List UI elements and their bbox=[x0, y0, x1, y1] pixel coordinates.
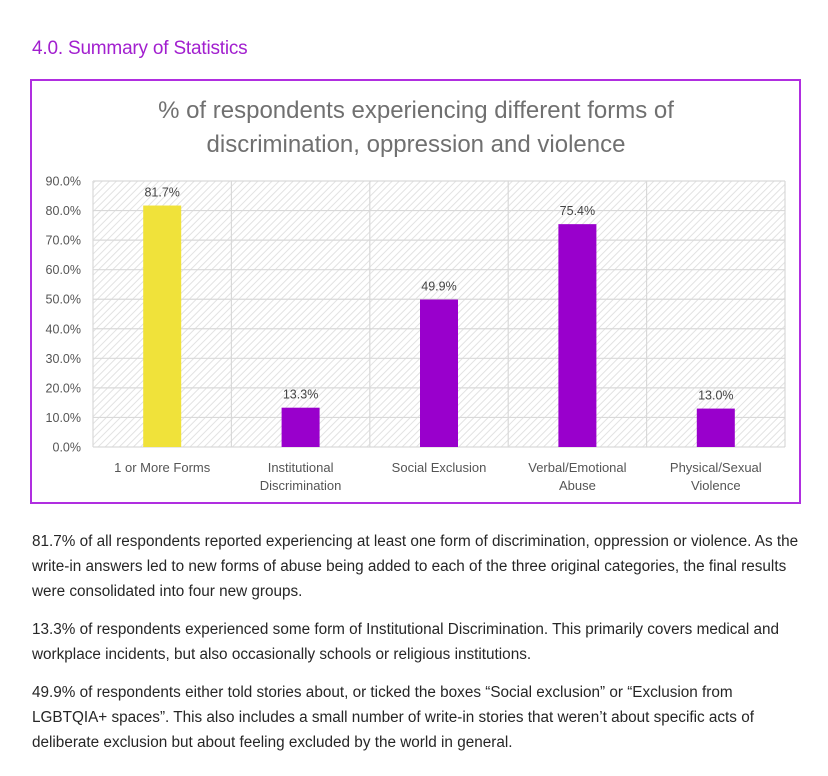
x-category-label-1-line-1: Institutional bbox=[268, 460, 334, 475]
x-category-label-2: Social Exclusion bbox=[392, 460, 487, 475]
chart-title-line-2: discrimination, oppression and violence bbox=[207, 131, 626, 158]
x-category-label-1-line-2: Discrimination bbox=[260, 478, 342, 493]
bar-1 bbox=[281, 407, 320, 447]
bar-4 bbox=[696, 408, 735, 447]
x-category-label-3-line-1: Verbal/Emotional bbox=[528, 460, 626, 475]
data-label-4: 13.0% bbox=[698, 389, 733, 403]
chart-title-line-1: % of respondents experiencing different … bbox=[158, 97, 674, 124]
y-tick-label-0: 0.0% bbox=[53, 441, 82, 455]
data-label-0: 81.7% bbox=[144, 186, 179, 200]
data-label-1: 13.3% bbox=[283, 388, 318, 402]
data-label-2: 49.9% bbox=[421, 280, 456, 294]
bar-2 bbox=[420, 299, 458, 447]
paragraph-2-institutional: 13.3% of respondents experienced some fo… bbox=[32, 621, 780, 663]
bar-3 bbox=[558, 224, 597, 447]
section-heading: 4.0. Summary of Statistics bbox=[32, 38, 248, 59]
paragraph-3-social-exclusion: 49.9% of respondents either told stories… bbox=[32, 684, 754, 751]
x-category-label-3-line-2: Abuse bbox=[559, 478, 596, 493]
y-tick-label-2: 20.0% bbox=[46, 381, 81, 395]
y-tick-label-3: 30.0% bbox=[46, 352, 81, 366]
x-category-label-4-line-1: Physical/Sexual bbox=[670, 460, 762, 475]
y-tick-label-1: 10.0% bbox=[46, 411, 81, 425]
paragraph-1-summary: 81.7% of all respondents reported experi… bbox=[32, 533, 799, 600]
y-tick-label-4: 40.0% bbox=[46, 322, 81, 336]
bar-0 bbox=[143, 205, 182, 447]
x-category-label-4-line-2: Violence bbox=[691, 478, 741, 493]
y-tick-label-7: 70.0% bbox=[46, 234, 81, 248]
y-tick-label-6: 60.0% bbox=[46, 263, 81, 277]
chart-title: % of respondents experiencing different … bbox=[158, 97, 674, 158]
y-tick-label-5: 50.0% bbox=[46, 293, 81, 307]
y-tick-label-9: 90.0% bbox=[46, 175, 81, 189]
y-tick-label-8: 80.0% bbox=[46, 204, 81, 218]
bar-chart: % of respondents experiencing different … bbox=[46, 97, 786, 493]
data-label-3: 75.4% bbox=[560, 204, 595, 218]
x-category-label-0: 1 or More Forms bbox=[114, 460, 211, 475]
chart-frame: % of respondents experiencing different … bbox=[30, 79, 801, 504]
